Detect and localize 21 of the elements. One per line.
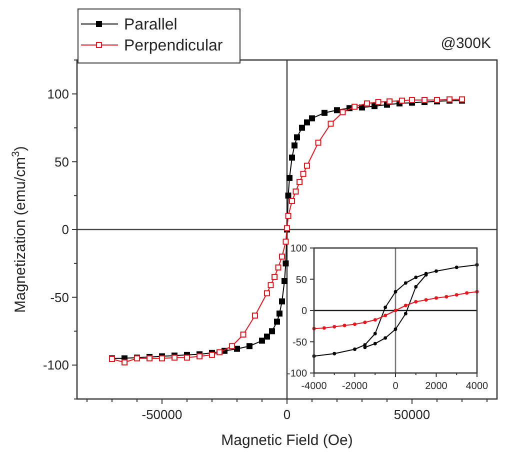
y-tick-label: -50	[292, 337, 308, 348]
y-tick-label: 0	[301, 306, 308, 317]
y-tick-label: 50	[54, 154, 69, 170]
x-axis-title: Magnetic Field (Oe)	[221, 432, 353, 449]
legend-label: Perpendicular	[124, 38, 224, 55]
x-tick-label: 2000	[425, 381, 448, 392]
text: @300K	[440, 35, 491, 52]
y-tick-label: 50	[296, 274, 308, 286]
x-tick-label: -2000	[342, 381, 368, 392]
x-tick-label: 50000	[394, 407, 430, 422]
y-tick-label: 100	[290, 244, 308, 254]
x-tick-label: -4000	[301, 381, 328, 392]
y-tick-label: 100	[47, 86, 69, 102]
y-tick-label: -100	[286, 368, 308, 380]
y-tick-label: -50	[50, 290, 69, 305]
y-tick-label: 0	[62, 222, 69, 238]
x-tick-label: 0	[392, 381, 399, 392]
x-tick-label: -50000	[142, 407, 182, 422]
y-tick-label: -100	[42, 358, 69, 373]
x-tick-label: 4000	[466, 381, 489, 392]
legend-label: Parallel	[124, 16, 178, 34]
